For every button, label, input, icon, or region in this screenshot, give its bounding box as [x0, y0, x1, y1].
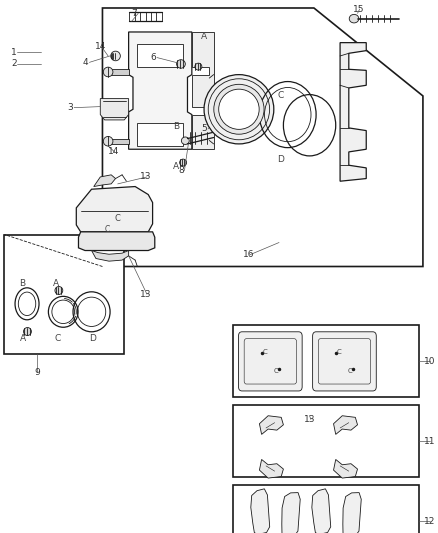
- Text: 10: 10: [424, 357, 435, 366]
- Bar: [233, 325, 419, 397]
- Ellipse shape: [103, 67, 113, 77]
- Text: A: A: [173, 163, 179, 171]
- Polygon shape: [192, 32, 214, 149]
- Polygon shape: [111, 69, 129, 75]
- Ellipse shape: [204, 75, 274, 144]
- Bar: [4, 235, 124, 354]
- Text: 16: 16: [243, 251, 255, 259]
- Polygon shape: [138, 44, 183, 67]
- Text: 7: 7: [132, 9, 138, 18]
- Text: A: A: [53, 279, 59, 288]
- Polygon shape: [138, 123, 183, 146]
- Text: 11: 11: [424, 437, 435, 446]
- Text: D: D: [277, 156, 284, 164]
- Polygon shape: [251, 489, 270, 533]
- Text: 1: 1: [11, 48, 17, 56]
- Text: 3: 3: [67, 103, 73, 112]
- Polygon shape: [343, 492, 361, 533]
- Polygon shape: [282, 492, 300, 533]
- Ellipse shape: [219, 89, 259, 130]
- Text: 9: 9: [34, 368, 40, 376]
- Text: C: C: [104, 225, 110, 233]
- Text: 13: 13: [141, 290, 152, 298]
- Text: 15: 15: [353, 5, 365, 13]
- Text: 4: 4: [83, 58, 88, 67]
- Text: A: A: [20, 334, 26, 343]
- Ellipse shape: [181, 137, 189, 144]
- Text: 14: 14: [108, 148, 120, 156]
- Text: C: C: [115, 214, 120, 223]
- Bar: [233, 485, 419, 533]
- FancyBboxPatch shape: [239, 332, 302, 391]
- Text: 12: 12: [424, 517, 435, 526]
- Text: 13: 13: [304, 415, 316, 424]
- Bar: [233, 405, 419, 477]
- Ellipse shape: [111, 51, 120, 61]
- Polygon shape: [312, 489, 331, 533]
- Polygon shape: [78, 232, 155, 251]
- Polygon shape: [94, 175, 116, 187]
- Polygon shape: [334, 416, 357, 434]
- Ellipse shape: [214, 84, 264, 134]
- Text: C: C: [273, 368, 278, 374]
- Text: C: C: [347, 368, 352, 374]
- Text: 14: 14: [95, 43, 106, 51]
- Polygon shape: [259, 416, 283, 434]
- Text: C: C: [337, 349, 342, 355]
- Ellipse shape: [195, 63, 202, 70]
- Text: C: C: [263, 349, 268, 355]
- Text: 5: 5: [201, 125, 207, 133]
- Text: B: B: [173, 123, 179, 131]
- Ellipse shape: [55, 286, 63, 294]
- Ellipse shape: [180, 159, 187, 166]
- Ellipse shape: [177, 60, 185, 68]
- Text: 2: 2: [11, 60, 17, 68]
- Text: B: B: [19, 279, 25, 288]
- Polygon shape: [111, 139, 129, 144]
- Text: C: C: [54, 334, 61, 343]
- FancyBboxPatch shape: [313, 332, 376, 391]
- Text: A: A: [201, 32, 207, 41]
- Text: 8: 8: [178, 166, 184, 175]
- Text: 6: 6: [150, 53, 156, 62]
- Polygon shape: [92, 251, 129, 261]
- Text: D: D: [89, 334, 96, 343]
- Ellipse shape: [24, 327, 32, 336]
- Polygon shape: [340, 43, 366, 181]
- Polygon shape: [259, 459, 283, 478]
- Ellipse shape: [349, 14, 359, 23]
- Polygon shape: [129, 32, 192, 149]
- Text: 13: 13: [141, 173, 152, 181]
- Ellipse shape: [103, 136, 113, 146]
- Polygon shape: [334, 459, 357, 478]
- Polygon shape: [100, 99, 129, 120]
- Polygon shape: [76, 187, 152, 232]
- Text: C: C: [277, 92, 283, 100]
